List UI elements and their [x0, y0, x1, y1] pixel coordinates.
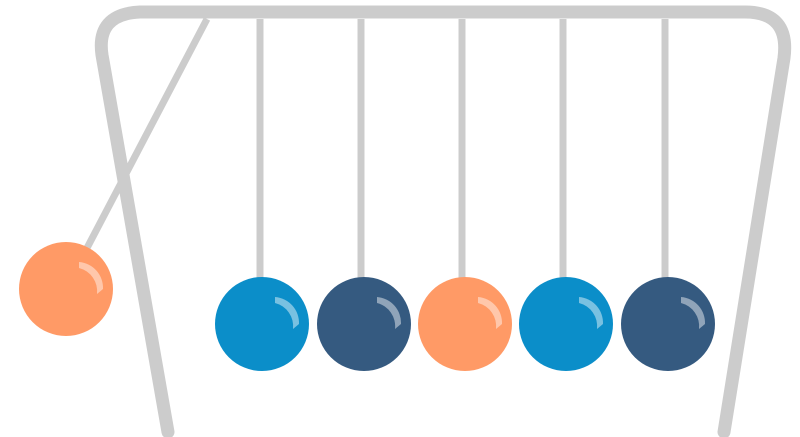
strings: [83, 17, 669, 280]
ball-3: [418, 277, 512, 371]
ball-2: [317, 277, 411, 371]
string: [83, 17, 211, 250]
ball-4: [519, 277, 613, 371]
swinging-ball: [19, 242, 113, 336]
balls: [19, 242, 715, 371]
frame: [94, 5, 792, 437]
ball-5: [621, 277, 715, 371]
ball-1: [215, 277, 309, 371]
